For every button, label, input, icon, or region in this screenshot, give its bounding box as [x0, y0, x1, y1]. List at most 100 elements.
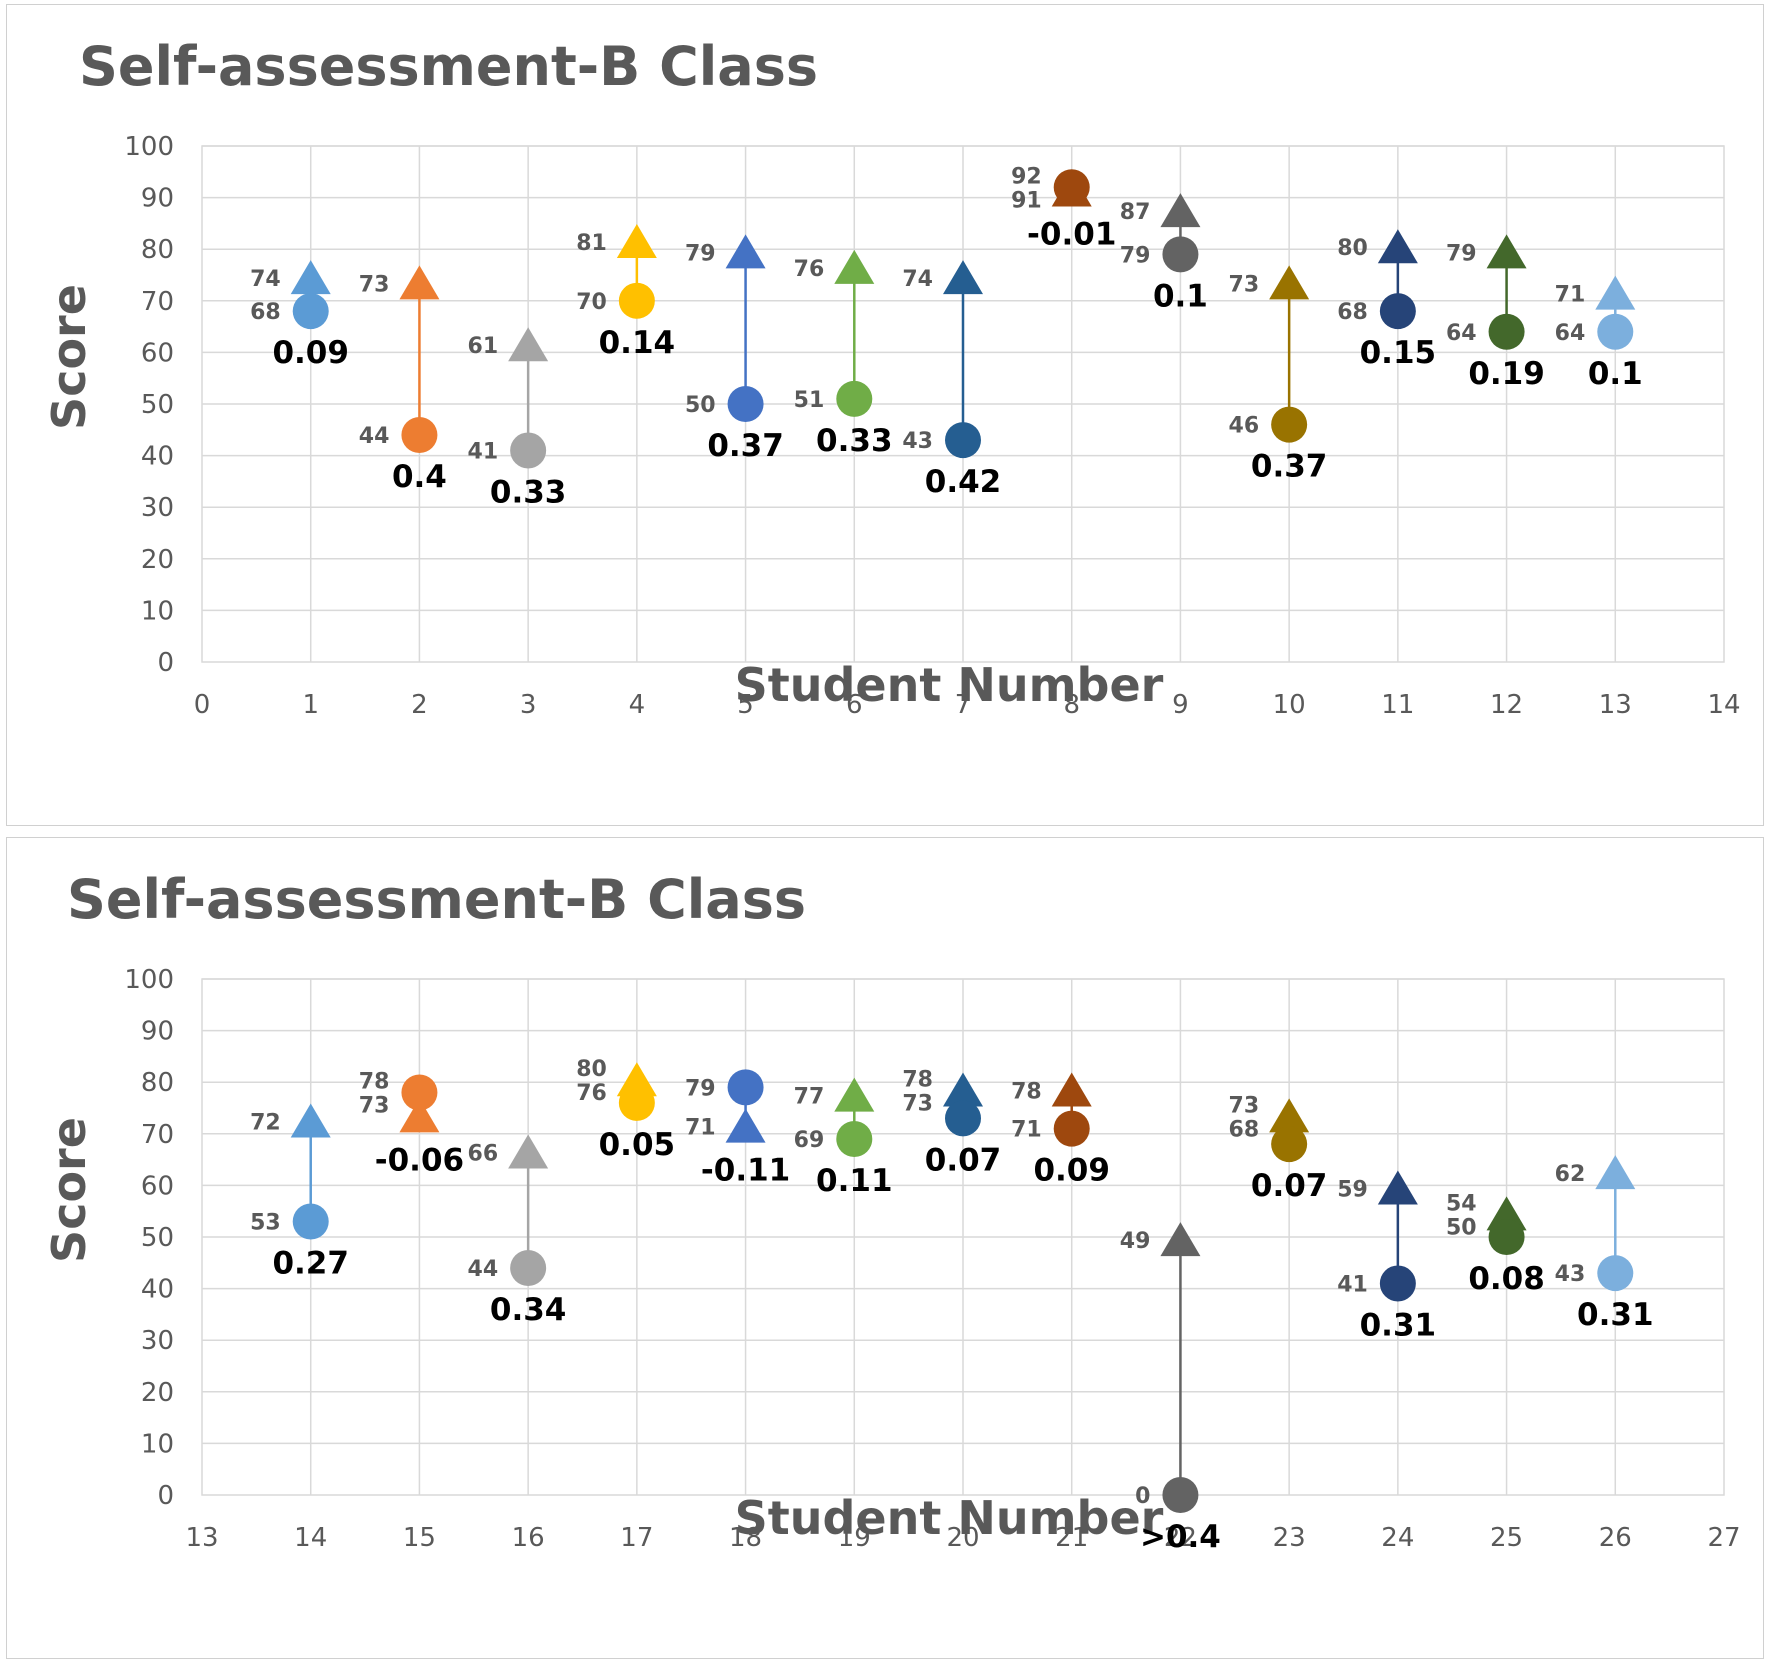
- post-score-triangle: [290, 1103, 331, 1138]
- pre-score-label: 41: [468, 439, 499, 464]
- y-tick-label: 10: [141, 1429, 174, 1459]
- post-score-label: 79: [685, 241, 716, 266]
- x-tick-label: 21: [1055, 1523, 1088, 1553]
- pre-score-label: 46: [1229, 414, 1260, 439]
- gain-label: 0.11: [816, 1163, 893, 1199]
- post-score-triangle: [725, 1108, 766, 1143]
- post-score-triangle: [508, 1134, 549, 1169]
- pre-score-circle: [401, 1074, 438, 1111]
- y-tick-label: 100: [124, 132, 174, 162]
- x-axis-title: Student Number: [735, 658, 1164, 712]
- y-tick-label: 50: [141, 1223, 174, 1253]
- gain-label: 0.09: [272, 335, 349, 371]
- pre-score-label: 64: [1446, 321, 1477, 346]
- pre-score-circle: [945, 1100, 981, 1137]
- post-score-triangle: [290, 260, 331, 295]
- post-score-label: 79: [1446, 241, 1477, 266]
- x-axis-title: Student Number: [735, 1491, 1164, 1545]
- post-score-triangle: [1595, 1155, 1636, 1190]
- post-score-triangle: [616, 1062, 657, 1097]
- y-tick-label: 0: [157, 1481, 174, 1511]
- gain-label: -0.11: [701, 1153, 790, 1189]
- post-score-triangle: [943, 1072, 983, 1107]
- post-score-label: 87: [1120, 200, 1151, 225]
- x-tick-label: 8: [1063, 690, 1080, 720]
- pre-score-label: 64: [1555, 321, 1586, 346]
- pre-score-label: 44: [468, 1257, 499, 1282]
- x-tick-label: 16: [512, 1523, 545, 1553]
- pre-score-circle: [618, 282, 655, 319]
- pre-score-circle: [1488, 1219, 1525, 1255]
- gain-label: 0.15: [1360, 335, 1437, 371]
- post-score-triangle: [943, 260, 983, 295]
- x-tick-label: 18: [729, 1523, 762, 1553]
- pre-score-label: 79: [1120, 243, 1151, 268]
- x-tick-label: 5: [737, 690, 754, 720]
- pre-score-circle: [510, 1249, 547, 1286]
- pre-score-label: 73: [902, 1092, 933, 1117]
- pre-score-label: 68: [250, 300, 281, 325]
- gain-label: 0.08: [1468, 1261, 1545, 1297]
- pre-score-circle: [292, 293, 329, 330]
- gain-label: 0.37: [707, 428, 784, 464]
- pre-score-label: 68: [1229, 1117, 1260, 1142]
- gain-label: -0.06: [375, 1142, 464, 1178]
- gain-label: 0.34: [490, 1292, 567, 1328]
- post-score-label: 80: [576, 1057, 607, 1082]
- post-score-label: 77: [794, 1085, 825, 1110]
- pre-score-circle: [1488, 313, 1525, 350]
- y-tick-label: 0: [157, 648, 174, 678]
- y-tick-label: 30: [141, 493, 174, 523]
- gain-label: 0.07: [925, 1142, 1002, 1178]
- pre-score-circle: [1597, 1255, 1634, 1292]
- pre-score-label: 53: [250, 1211, 281, 1236]
- x-tick-label: 24: [1381, 1523, 1414, 1553]
- pre-score-circle: [1379, 1265, 1416, 1302]
- pre-score-label: 69: [794, 1128, 825, 1153]
- x-tick-label: 4: [629, 690, 646, 720]
- pre-score-label: 44: [359, 424, 390, 449]
- pre-score-label: 71: [1011, 1118, 1042, 1143]
- x-tick-label: 13: [185, 1523, 218, 1553]
- pre-score-circle: [945, 422, 981, 459]
- y-tick-label: 60: [141, 1171, 174, 1201]
- x-tick-label: 15: [403, 1523, 436, 1553]
- post-score-triangle: [1051, 1072, 1092, 1107]
- y-axis-title: Score: [42, 1117, 96, 1263]
- y-tick-label: 10: [141, 596, 174, 626]
- chart-title: Self-assessment-B Class: [67, 868, 806, 931]
- plot-area: 0 10 20 30 40 50 60 70 80 90 100 13 14 15 16 17 18 19 20 21…: [124, 965, 1740, 1555]
- post-score-label: 61: [468, 334, 499, 359]
- pre-score-circle: [727, 386, 764, 422]
- x-tick-label: 0: [194, 690, 211, 720]
- y-tick-label: 30: [141, 1326, 174, 1356]
- post-score-label: 73: [359, 272, 390, 297]
- pre-score-circle: [727, 1069, 764, 1106]
- pre-score-circle: [292, 1203, 329, 1240]
- post-score-label: 81: [576, 231, 607, 256]
- gain-label: 0.27: [272, 1246, 349, 1282]
- pre-score-label: 43: [902, 429, 933, 454]
- pre-score-label: 51: [794, 388, 825, 413]
- x-tick-label: 26: [1599, 1523, 1632, 1553]
- post-score-label: 72: [250, 1110, 281, 1135]
- post-score-label: 78: [1011, 1080, 1042, 1105]
- x-tick-label: 3: [520, 690, 537, 720]
- pre-score-label: 50: [1446, 1215, 1477, 1240]
- x-tick-label: 13: [1599, 690, 1632, 720]
- post-score-triangle: [1486, 234, 1527, 269]
- scatter-chart-2: Self-assessment-B Class Student Number S…: [42, 868, 1741, 1555]
- x-tick-label: 9: [1172, 690, 1189, 720]
- y-tick-label: 50: [141, 390, 174, 420]
- pre-score-circle: [1162, 236, 1199, 273]
- x-tick-label: 10: [1273, 690, 1306, 720]
- post-score-label: 66: [468, 1141, 499, 1166]
- y-tick-label: 60: [141, 338, 174, 368]
- post-score-triangle: [616, 224, 657, 259]
- post-score-label: 80: [1337, 236, 1368, 261]
- pre-score-circle: [1053, 169, 1090, 206]
- pre-score-label: 50: [685, 393, 716, 418]
- pre-score-label: 79: [685, 1076, 716, 1101]
- gain-label: 0.07: [1251, 1168, 1328, 1204]
